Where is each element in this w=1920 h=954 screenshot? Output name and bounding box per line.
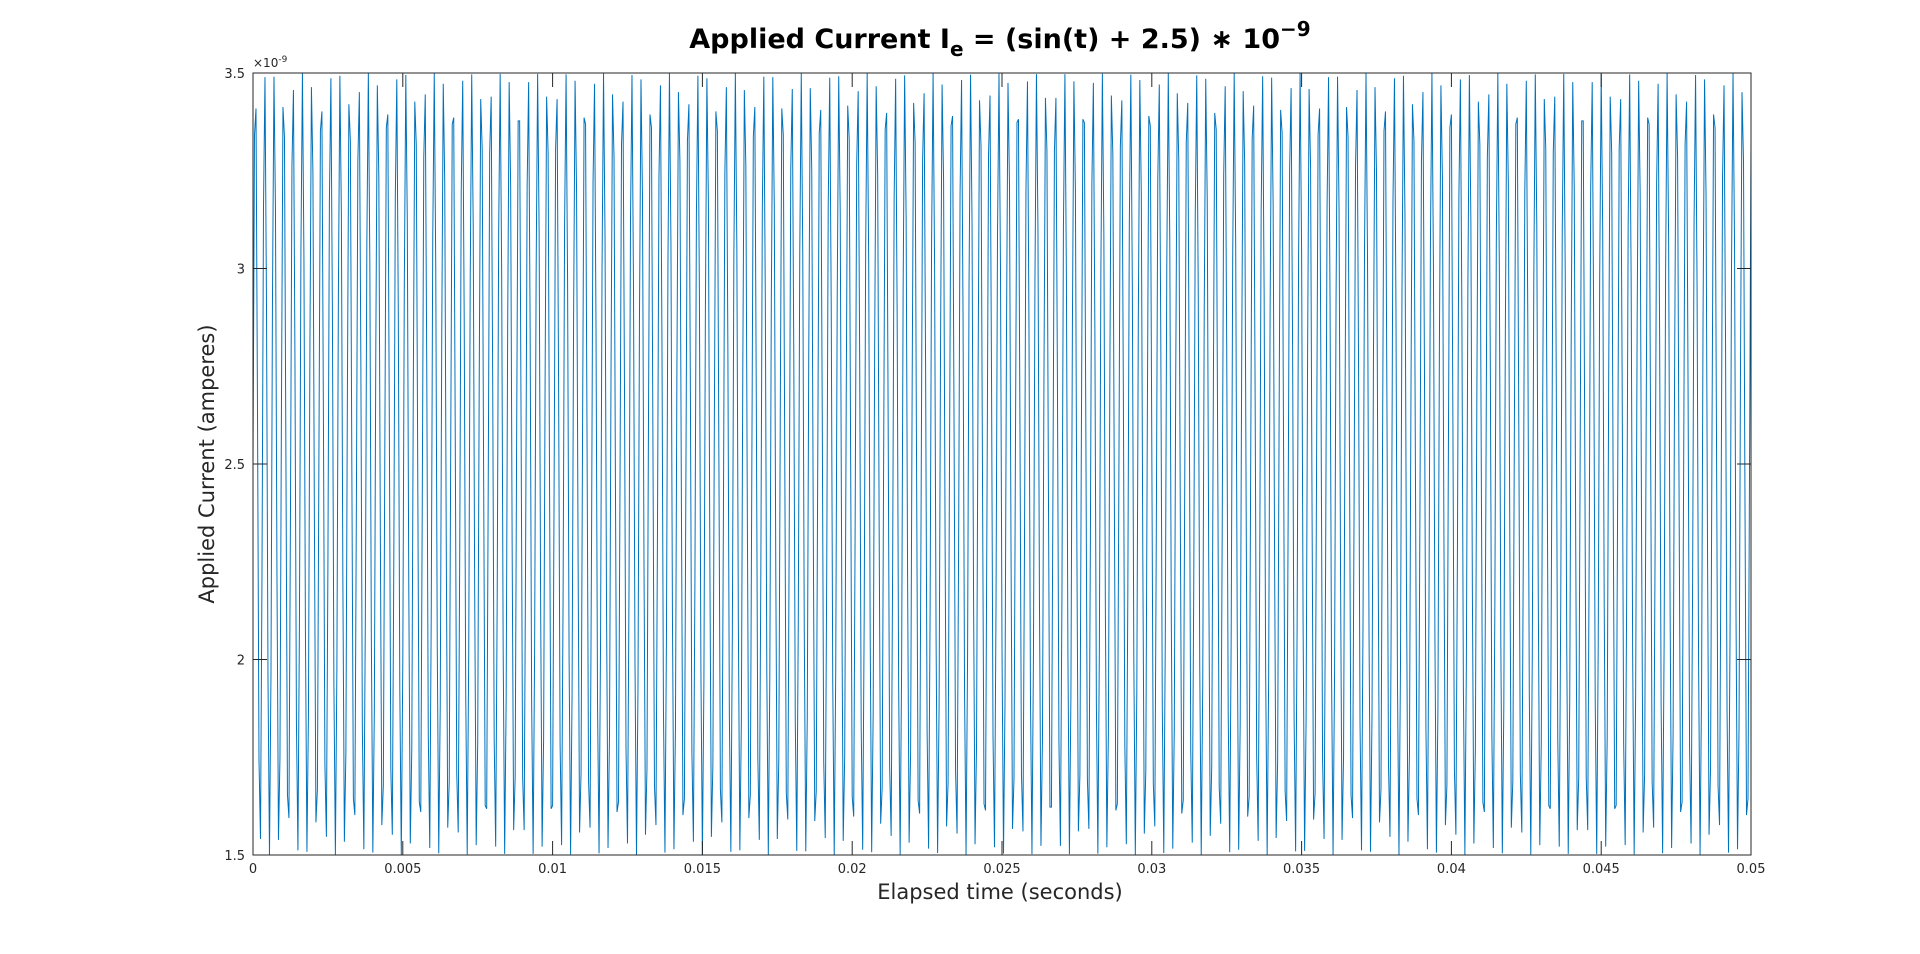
series-line [252, 72, 1752, 856]
chart-title: Applied Current Ie = (sin(t) + 2.5) ∗ 10… [689, 17, 1310, 61]
x-tick-label: 0.05 [1737, 862, 1766, 877]
chart-title-rest: = (sin(t) + 2.5) ∗ 10 [964, 24, 1281, 55]
x-tick-label: 0.035 [1283, 862, 1320, 877]
x-tick-label: 0 [249, 862, 257, 877]
series-group [252, 72, 1752, 856]
y-tick-label: 1.5 [224, 849, 245, 864]
y-tick-label: 2.5 [224, 458, 245, 473]
x-tick-label: 0.015 [684, 862, 721, 877]
x-tick-label: 0.02 [838, 862, 867, 877]
y-tick-label: 2 [237, 654, 245, 669]
y-axis-exponent: ×10-9 [253, 55, 288, 70]
y-tick-label: 3 [237, 263, 245, 278]
y-axis-label: Applied Current (amperes) [195, 324, 219, 603]
x-tick-label: 0.03 [1137, 862, 1166, 877]
x-tick-label: 0.005 [384, 862, 421, 877]
chart-title-subscript: e [950, 37, 964, 61]
plot-area: 0 0.005 0.01 0.015 0.02 0.025 0.03 0.035 0.04 0.0… [224, 67, 1765, 877]
y-axis-exponent-base: ×10 [253, 56, 278, 70]
y-axis-exponent-power: -9 [278, 55, 287, 65]
x-tick-label: 0.045 [1583, 862, 1620, 877]
y-tick-label: 3.5 [224, 67, 245, 82]
chart-title-superscript: −9 [1280, 17, 1311, 41]
x-axis-label: Elapsed time (seconds) [877, 880, 1123, 904]
x-axis-ticks: 0 0.005 0.01 0.015 0.02 0.025 0.03 0.035 0.04 0.0… [249, 73, 1766, 877]
x-tick-label: 0.025 [983, 862, 1020, 877]
x-tick-label: 0.01 [538, 862, 567, 877]
x-tick-label: 0.04 [1437, 862, 1466, 877]
plot-frame [252, 72, 1752, 856]
chart-title-main: Applied Current I [689, 24, 950, 55]
